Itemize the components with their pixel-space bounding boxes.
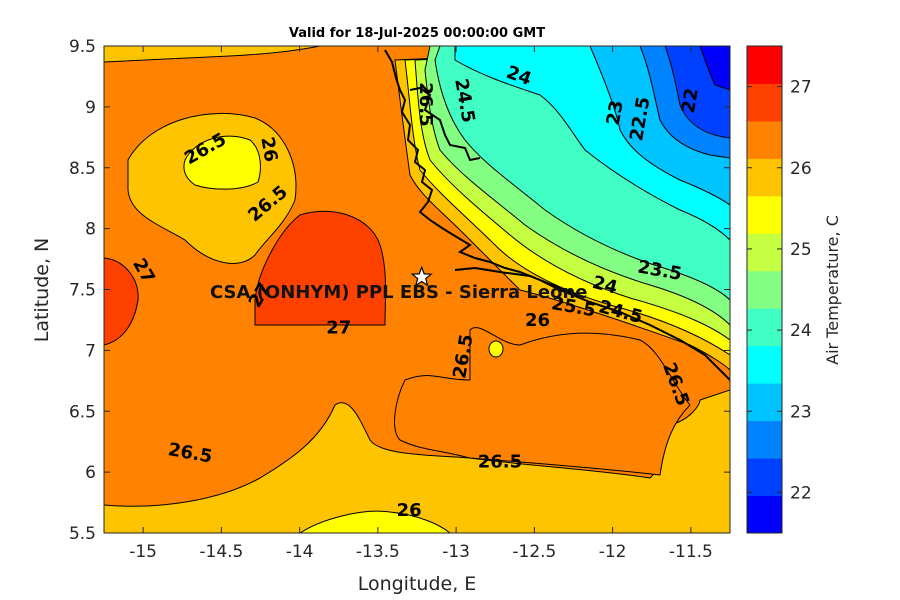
colorbar-swatch (747, 158, 782, 197)
colorbar-swatch (747, 195, 782, 234)
colorbar-swatch (747, 120, 782, 159)
contour-label: 27 (326, 317, 351, 338)
contour-label: 26.5 (415, 82, 436, 126)
colorbar-swatch (747, 495, 782, 534)
x-tick-label: -15 (129, 542, 157, 562)
colorbar (747, 46, 782, 534)
colorbar-tick-label: 23 (790, 402, 812, 422)
x-tick-label: -14.5 (199, 542, 243, 562)
contour-label: 26 (256, 135, 281, 163)
y-tick-label: 8.5 (69, 159, 96, 179)
contour-field (104, 46, 730, 533)
x-axis-ticks: -15 -14.5 -14 -13.5 -13 -12.5 -12 -11.5 (129, 46, 713, 562)
site-marker (410, 265, 433, 287)
contour-label: 26 (525, 310, 550, 331)
colorbar-swatch (747, 420, 782, 459)
x-tick-label: -12 (599, 542, 627, 562)
y-tick-label: 9.5 (69, 37, 96, 57)
colorbar-swatch (747, 458, 782, 497)
colorbar-swatch (747, 46, 782, 84)
contour-label: 23 (603, 99, 628, 127)
colorbar-tick-label: 24 (790, 321, 812, 341)
colorbar-ticks: 22 23 24 25 26 27 (747, 78, 812, 503)
site-star-icon (410, 265, 433, 287)
contour-label: 22 (678, 87, 703, 115)
colorbar-frame (746, 45, 783, 534)
colorbar-swatch (747, 83, 782, 122)
coastline (384, 49, 730, 381)
y-axis-ticks: 5.5 6 6.5 7 7.5 8 8.5 9 9.5 (69, 37, 730, 544)
y-axis-label: Latitude, N (31, 238, 53, 343)
colorbar-swatch (747, 383, 782, 422)
map-title: Valid for 18-Jul-2025 00:00:00 GMT (289, 26, 545, 41)
x-tick-label: -13.5 (356, 542, 400, 562)
colorbar-tick-label: 25 (790, 240, 812, 260)
site-label: CSA (ONHYM) PPL EBS - Sierra Leone (210, 282, 587, 303)
x-axis-label: Longitude, E (358, 573, 477, 595)
y-tick-label: 7 (85, 341, 96, 361)
y-tick-label: 5.5 (69, 524, 96, 544)
contour-label: 26.5 (478, 451, 522, 472)
colorbar-tick-label: 27 (790, 78, 812, 98)
contour-label: 26 (397, 500, 422, 521)
colorbar-tick-label: 26 (790, 159, 812, 179)
y-tick-label: 6 (85, 463, 96, 483)
colorbar-label: Air Temperature, C (823, 215, 842, 365)
colorbar-swatch (747, 308, 782, 347)
x-tick-label: -12.5 (512, 542, 556, 562)
colorbar-swatch (747, 233, 782, 272)
y-tick-label: 7.5 (69, 281, 96, 301)
y-tick-label: 8 (85, 220, 96, 240)
colorbar-swatch (747, 345, 782, 384)
colorbar-tick-label: 22 (790, 483, 812, 503)
x-tick-label: -13 (442, 542, 470, 562)
colorbar-swatch (747, 270, 782, 309)
y-tick-label: 6.5 (69, 402, 96, 422)
band-27-center (254, 210, 387, 326)
x-tick-label: -14 (286, 542, 314, 562)
x-tick-label: -11.5 (669, 542, 713, 562)
y-tick-label: 9 (85, 98, 96, 118)
